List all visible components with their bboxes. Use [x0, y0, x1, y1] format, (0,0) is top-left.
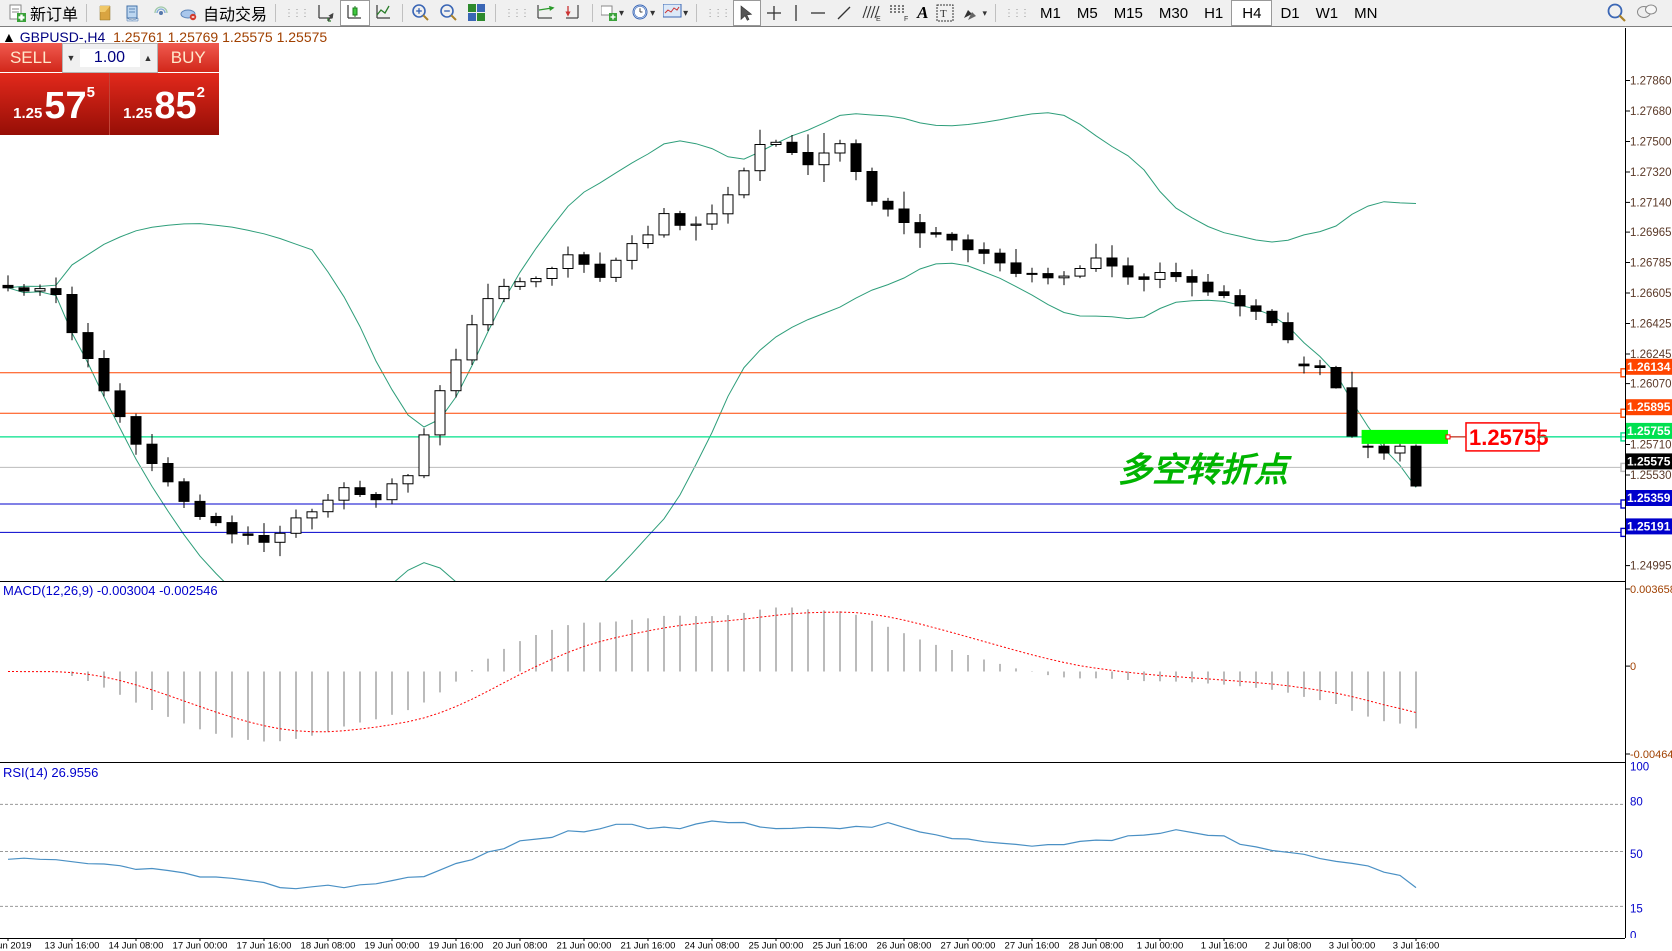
svg-text:MACD(12,26,9) -0.003004 -0.002: MACD(12,26,9) -0.003004 -0.002546 [3, 583, 218, 598]
svg-text:21 Jun 16:00: 21 Jun 16:00 [621, 941, 676, 951]
svg-text:1.25710: 1.25710 [1630, 440, 1672, 452]
svg-text:T: T [940, 8, 947, 20]
svg-text:1 Jul 16:00: 1 Jul 16:00 [1201, 941, 1247, 951]
svg-text:1.27140: 1.27140 [1630, 197, 1672, 209]
svg-text:1.26785: 1.26785 [1630, 258, 1672, 270]
svg-text:1.26965: 1.26965 [1630, 227, 1672, 239]
svg-text:25 Jun 16:00: 25 Jun 16:00 [813, 941, 868, 951]
svg-text:17 Jun 16:00: 17 Jun 16:00 [237, 941, 292, 951]
svg-text:17 Jun 00:00: 17 Jun 00:00 [173, 941, 228, 951]
svg-text:1.25191: 1.25191 [1627, 519, 1671, 533]
svg-text:1.26425: 1.26425 [1630, 319, 1672, 331]
svg-text:E: E [876, 16, 881, 22]
svg-text:1.25530: 1.25530 [1630, 470, 1672, 482]
svg-text:25 Jun 00:00: 25 Jun 00:00 [749, 941, 804, 951]
svg-text:18 Jun 08:00: 18 Jun 08:00 [301, 941, 356, 951]
svg-text:1.26134: 1.26134 [1627, 360, 1671, 374]
svg-text:RSI(14) 26.9556: RSI(14) 26.9556 [3, 765, 98, 780]
svg-text:26 Jun 08:00: 26 Jun 08:00 [877, 941, 932, 951]
svg-text:28 Jun 08:00: 28 Jun 08:00 [1069, 941, 1124, 951]
svg-text:2 Jul 08:00: 2 Jul 08:00 [1265, 941, 1311, 951]
svg-text:1.26070: 1.26070 [1630, 379, 1672, 391]
svg-text:1.27500: 1.27500 [1630, 137, 1672, 149]
svg-text:1.26605: 1.26605 [1630, 288, 1672, 300]
svg-text:1.25359: 1.25359 [1627, 491, 1671, 505]
svg-text:27 Jun 16:00: 27 Jun 16:00 [1005, 941, 1060, 951]
svg-text:3 Jul 00:00: 3 Jul 00:00 [1329, 941, 1375, 951]
svg-text:1.25895: 1.25895 [1627, 400, 1671, 414]
svg-text:50: 50 [1630, 849, 1643, 861]
svg-text:1.25755: 1.25755 [1627, 424, 1671, 438]
svg-text:多空转折点: 多空转折点 [1118, 451, 1292, 489]
svg-text:19 Jun 16:00: 19 Jun 16:00 [429, 941, 484, 951]
svg-text:13 Jun 16:00: 13 Jun 16:00 [45, 941, 100, 951]
svg-text:-0.004645: -0.004645 [1630, 749, 1672, 761]
svg-text:1.25575: 1.25575 [1627, 454, 1671, 468]
svg-text:1.27680: 1.27680 [1630, 106, 1672, 118]
svg-text:1.27860: 1.27860 [1630, 76, 1672, 88]
svg-text:19 Jun 00:00: 19 Jun 00:00 [365, 941, 420, 951]
svg-text:80: 80 [1630, 797, 1643, 809]
svg-text:100: 100 [1630, 762, 1649, 774]
svg-text:0: 0 [1630, 661, 1636, 673]
svg-text:1 Jul 00:00: 1 Jul 00:00 [1137, 941, 1183, 951]
svg-text:3 Jul 16:00: 3 Jul 16:00 [1393, 941, 1439, 951]
svg-text:1.24995: 1.24995 [1630, 561, 1672, 573]
svg-text:27 Jun 00:00: 27 Jun 00:00 [941, 941, 996, 951]
svg-text:24 Jun 08:00: 24 Jun 08:00 [685, 941, 740, 951]
svg-text:20 Jun 08:00: 20 Jun 08:00 [493, 941, 548, 951]
svg-text:1.27320: 1.27320 [1630, 167, 1672, 179]
svg-text:3 Jun 2019: 3 Jun 2019 [0, 941, 32, 951]
svg-text:0: 0 [1630, 930, 1636, 938]
svg-text:15: 15 [1630, 903, 1643, 915]
svg-text:21 Jun 00:00: 21 Jun 00:00 [557, 941, 612, 951]
svg-text:0.003658: 0.003658 [1630, 584, 1672, 596]
svg-text:1.25755: 1.25755 [1469, 425, 1549, 450]
svg-text:14 Jun 08:00: 14 Jun 08:00 [109, 941, 164, 951]
svg-text:F: F [904, 16, 908, 22]
